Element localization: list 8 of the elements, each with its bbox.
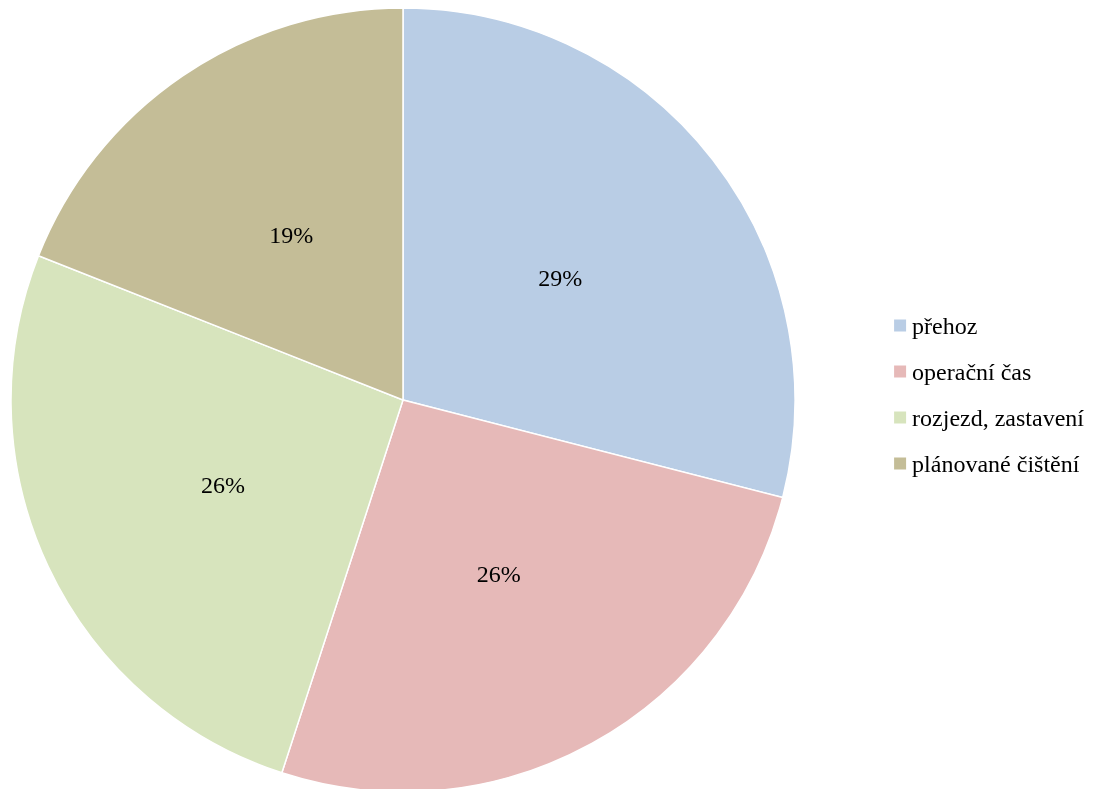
data-label: 29% <box>538 265 583 292</box>
legend-label: přehoz <box>912 312 978 339</box>
data-label: 19% <box>269 222 314 249</box>
legend-label: plánované čištění <box>912 450 1080 477</box>
data-label: 26% <box>200 471 245 498</box>
data-label: 26% <box>476 561 521 588</box>
legend-label: operační čas <box>912 358 1032 385</box>
legend-label: rozjezd, zastavení <box>912 404 1085 431</box>
